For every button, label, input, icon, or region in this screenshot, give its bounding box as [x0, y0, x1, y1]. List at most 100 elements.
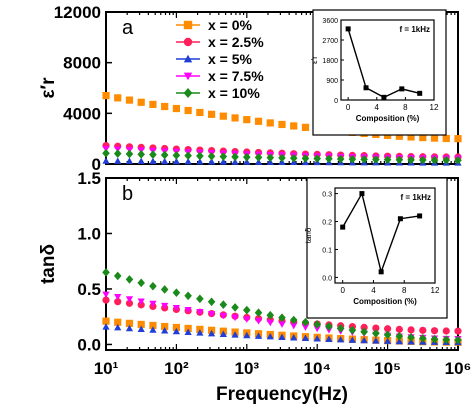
- data-point: [395, 331, 404, 341]
- data-point: [113, 271, 122, 281]
- data-point: [430, 155, 439, 165]
- data-point: [454, 335, 462, 345]
- data-point: [114, 157, 122, 164]
- inset-y-label: tanδ: [304, 227, 313, 243]
- data-point: [231, 158, 239, 165]
- data-point: [149, 100, 157, 109]
- y-tick-label: 12000: [54, 3, 101, 22]
- data-point: [114, 293, 122, 301]
- data-point: [137, 320, 145, 329]
- data-point: [254, 308, 263, 318]
- y-tick-label: 1.5: [77, 169, 101, 188]
- data-point: [407, 133, 415, 141]
- inset-x-tick-label: 8: [402, 286, 407, 295]
- x-axis-label: Frequency(Hz): [216, 384, 348, 405]
- data-point: [208, 110, 216, 118]
- data-point: [125, 157, 134, 164]
- data-point: [137, 325, 145, 332]
- data-point: [102, 92, 110, 100]
- data-point: [125, 296, 134, 303]
- data-point: [102, 323, 110, 330]
- data-point: [243, 305, 251, 315]
- data-point: [407, 326, 415, 334]
- data-point: [278, 153, 286, 163]
- data-point: [383, 330, 392, 340]
- panel-b: 0.0 0.5 1.0 1.5 tanδ b 10¹ 10² 10³ 10⁴ 10⁵ 10⁶ Frequ…: [38, 169, 471, 405]
- data-point: [313, 320, 321, 329]
- data-point: [243, 152, 251, 162]
- legend-label: x = 5%: [208, 51, 253, 67]
- data-point: [219, 312, 227, 320]
- legend-label: x = 7.5%: [208, 68, 264, 84]
- data-point: [137, 157, 145, 165]
- data-point: [172, 157, 180, 165]
- inset-annotation: f = 1kHz: [401, 193, 431, 202]
- data-point: [243, 331, 251, 339]
- data-point: [336, 154, 345, 164]
- inset-annotation: f = 1kHz: [400, 25, 430, 34]
- data-point: [231, 303, 239, 312]
- data-point: [395, 337, 403, 345]
- inset-y-tick-label: 0.1: [322, 247, 332, 254]
- legend: x = 0%x = 2.5%x = 5%x = 7.5%x = 10%: [176, 17, 264, 101]
- data-point: [254, 117, 263, 125]
- data-point: [114, 298, 122, 306]
- data-point: [102, 157, 110, 164]
- data-point: [102, 296, 110, 304]
- data-point: [196, 294, 204, 304]
- data-point: [442, 134, 450, 143]
- y-tick-label: 1.0: [77, 224, 101, 243]
- data-point: [325, 335, 333, 342]
- data-point: [196, 108, 204, 117]
- inset-y-tick-label: 0.0: [322, 275, 332, 282]
- data-point: [348, 336, 356, 343]
- data-point: [231, 331, 239, 338]
- inset-x-tick-label: 4: [375, 103, 380, 112]
- data-point: [172, 323, 180, 332]
- inset-y-tick-label: 900: [326, 78, 338, 85]
- data-point: [161, 157, 169, 165]
- data-point: [372, 324, 380, 332]
- data-point: [125, 275, 134, 284]
- data-point: [161, 302, 169, 310]
- data-point: [254, 318, 263, 325]
- data-point: [360, 336, 368, 344]
- inset-x-tick-label: 0: [340, 286, 345, 295]
- inset: 0.0 0.1 0.2 0.3 0 4 8 12 Composition (%) tanδ f = …: [304, 177, 448, 319]
- inset-y-tick-label: 0: [334, 98, 338, 105]
- legend-label: x = 10%: [208, 85, 260, 101]
- data-point: [149, 150, 157, 159]
- data-point: [125, 96, 134, 104]
- inset-point: [399, 86, 405, 92]
- data-point: [149, 321, 157, 330]
- data-point: [161, 327, 169, 334]
- inset-y-label: ε′r: [310, 56, 319, 64]
- inset-x-tick-label: 0: [346, 103, 351, 112]
- data-point: [102, 317, 110, 325]
- inset-x-tick-label: 12: [430, 103, 439, 112]
- data-point: [184, 157, 192, 165]
- y-tick-label: 0.0: [77, 335, 101, 354]
- y-axis-label: tanδ: [38, 244, 59, 284]
- data-point: [360, 327, 368, 337]
- data-point: [266, 310, 275, 320]
- y-tick-label: 0: [92, 155, 101, 174]
- data-point: [149, 300, 157, 308]
- data-point: [196, 329, 204, 336]
- data-point: [114, 323, 122, 331]
- data-point: [125, 149, 134, 159]
- data-point: [184, 151, 192, 160]
- data-point: [184, 328, 192, 335]
- data-point: [149, 326, 157, 333]
- data-point: [301, 317, 310, 327]
- data-point: [348, 154, 357, 164]
- data-point: [254, 153, 263, 162]
- data-point: [196, 157, 204, 165]
- inset-point: [340, 224, 346, 230]
- inset-y-tick-label: 1800: [322, 58, 338, 65]
- inset-x-tick-label: 8: [403, 103, 408, 112]
- x-tick-label: 10⁵: [374, 359, 401, 378]
- series-x-10-: [102, 268, 462, 345]
